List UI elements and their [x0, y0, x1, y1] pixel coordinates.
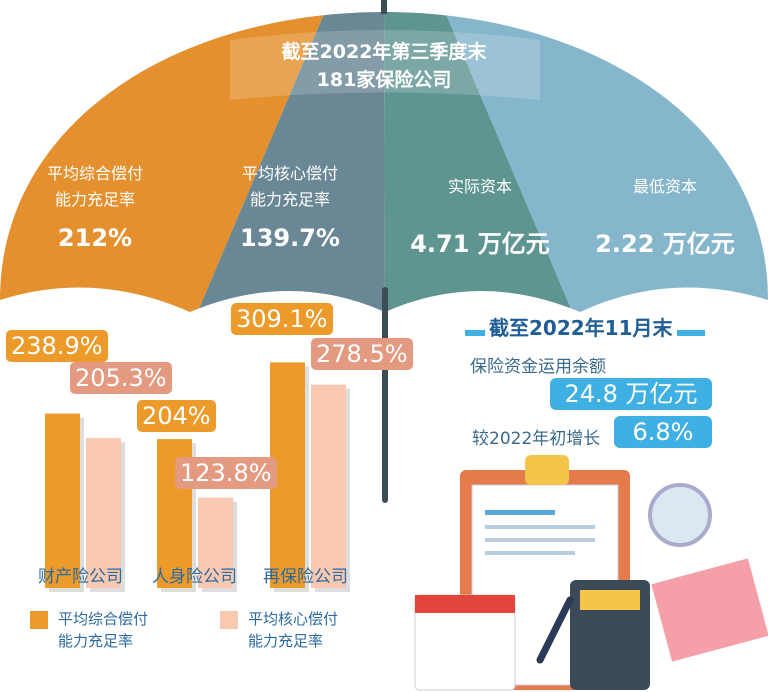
metric-value: 2.22 万亿元: [595, 230, 735, 258]
legend-item-comprehensive: 平均综合偿付 能力充足率: [30, 608, 148, 652]
legend-swatch: [220, 611, 238, 629]
metric-value: 212%: [57, 224, 133, 252]
category-label: 人身险公司: [152, 567, 237, 587]
data-label: 309.1%: [231, 303, 333, 335]
metric-label: 平均核心偿付 能力充足率: [241, 164, 338, 209]
data-label: 123.8%: [175, 457, 277, 489]
fund-balance-value: 24.8 万亿元: [550, 378, 712, 410]
metric-actual-capital: 实际资本 4.71 万亿元: [385, 160, 575, 259]
bar-core-1: [198, 497, 233, 588]
metric-label: 最低资本: [632, 177, 697, 196]
title-line-2: 181家保险公司: [316, 69, 452, 91]
legend-text: 平均核心偿付: [248, 610, 339, 628]
growth-label: 较2022年初增长: [472, 429, 601, 449]
category-label: 再保险公司: [263, 567, 348, 587]
data-label: 205.3%: [70, 362, 172, 394]
growth-value: 6.8%: [614, 416, 712, 448]
data-label: 278.5%: [311, 338, 413, 370]
office-illustration: [414, 455, 768, 691]
metric-value: 4.71 万亿元: [410, 230, 550, 258]
legend-text: 能力充足率: [58, 632, 134, 650]
metric-comprehensive-ratio: 平均综合偿付 能力充足率 212%: [0, 160, 190, 252]
legend-text: 平均综合偿付: [58, 610, 149, 628]
bar-chart: [45, 362, 350, 592]
canopy-segment-2: [190, 12, 385, 312]
metric-label: 平均综合偿付 能力充足率: [46, 164, 143, 209]
umbrella-title: 截至2022年第三季度末 181家保险公司: [0, 38, 768, 94]
metric-core-ratio: 平均核心偿付 能力充足率 139.7%: [195, 160, 385, 252]
data-label: 238.9%: [6, 330, 108, 362]
legend-swatch: [30, 611, 48, 629]
metric-value: 139.7%: [240, 224, 340, 252]
fund-balance-label: 保险资金运用余额: [470, 357, 606, 377]
title-line-1: 截至2022年第三季度末: [281, 41, 487, 63]
metric-label: 实际资本: [447, 177, 512, 196]
data-label: 204%: [137, 400, 216, 432]
bar-comprehensive-0: [45, 413, 80, 588]
bar-core-2: [311, 384, 346, 588]
right-heading: 截至2022年11月末: [485, 312, 677, 341]
canopy-segment-3: [384, 12, 580, 312]
metric-minimum-capital: 最低资本 2.22 万亿元: [570, 160, 760, 259]
bar-core-0: [86, 438, 121, 588]
legend-text: 能力充足率: [248, 632, 324, 650]
legend-item-core: 平均核心偿付 能力充足率: [220, 608, 338, 652]
category-label: 财产险公司: [38, 567, 123, 587]
umbrella-tip: [381, 0, 387, 14]
